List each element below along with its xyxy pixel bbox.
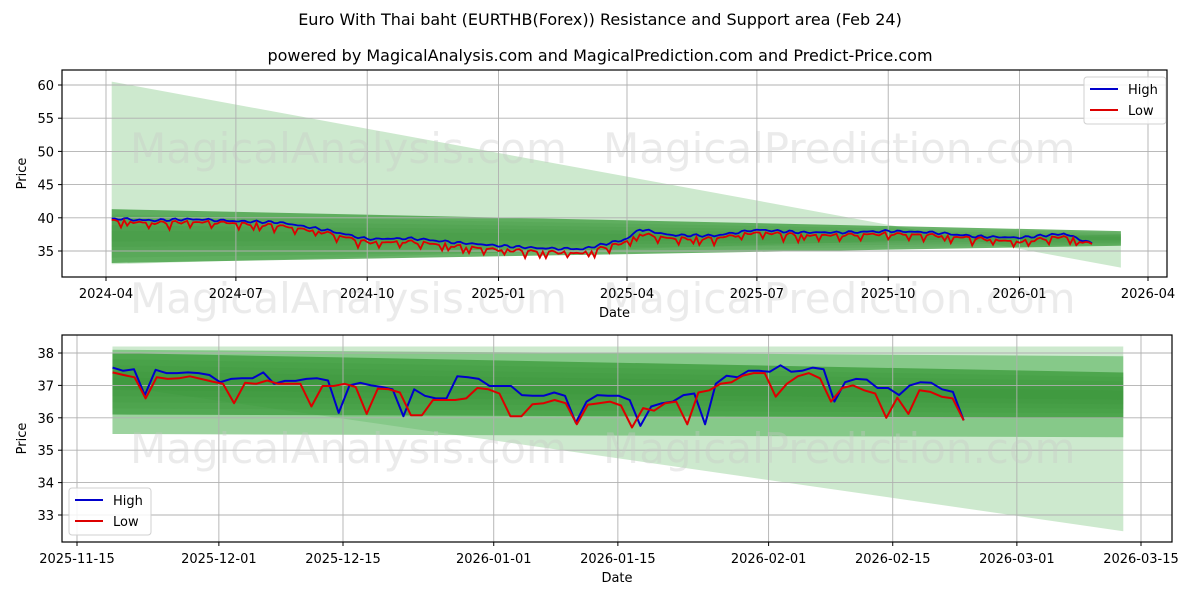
legend: High Low (1083, 76, 1167, 125)
axis-ticks: 2025-11-15 2025-12-01 2025-12-15 2026-01-01… (37, 347, 1178, 567)
x-tick-label: 2026-02-15 (855, 552, 931, 567)
x-tick-label: 2025-12-01 (181, 552, 257, 567)
chart-panel-1: MagicalAnalysis.com MagicalPrediction.com… (15, 69, 1175, 323)
band-layer (111, 225, 1121, 247)
chart-subtitle: powered by MagicalAnalysis.com and Magic… (267, 46, 933, 65)
x-tick-label: 2025-11-15 (39, 552, 115, 567)
x-tick-label: 2026-01 (992, 287, 1046, 302)
y-tick-label: 50 (37, 145, 54, 160)
y-tick-label: 34 (37, 477, 54, 492)
watermark: MagicalAnalysis.com (130, 124, 567, 173)
y-tick-label: 35 (37, 245, 54, 260)
price-lines (111, 217, 1093, 261)
legend-label-high: High (113, 494, 143, 509)
chart-title: Euro With Thai baht (EURTHB(Forex)) Resi… (298, 10, 902, 29)
grid-lines (62, 335, 1172, 542)
band-layer (111, 214, 1121, 258)
x-tick-label: 2025-10 (861, 287, 915, 302)
x-tick-label: 2026-02-01 (731, 552, 807, 567)
plot-frame (61, 334, 1173, 543)
y-tick-label: 38 (37, 347, 54, 362)
series-high (112, 364, 965, 427)
x-tick-label: 2024-10 (340, 287, 394, 302)
x-tick-label: 2026-03-01 (979, 552, 1055, 567)
x-tick-label: 2025-12-15 (305, 552, 381, 567)
watermark: MagicalAnalysis.com (130, 424, 567, 473)
watermark: MagicalPrediction.com (603, 124, 1076, 173)
x-tick-label: 2025-07 (730, 287, 784, 302)
grid-lines (62, 70, 1167, 277)
series-high (111, 217, 1093, 251)
y-axis-label: Price (15, 158, 30, 190)
watermark: MagicalPrediction.com (603, 274, 1076, 323)
band-layer (111, 219, 1121, 253)
series-low (112, 371, 965, 429)
x-tick-label: 2025-01 (471, 287, 525, 302)
y-tick-label: 40 (37, 212, 54, 227)
support-resistance-bands (111, 81, 1121, 268)
y-tick-label: 36 (37, 412, 54, 427)
x-tick-label: 2024-07 (209, 287, 263, 302)
y-tick-label: 55 (37, 112, 54, 127)
watermark: MagicalPrediction.com (603, 424, 1076, 473)
x-tick-label: 2026-01-01 (456, 552, 532, 567)
y-axis-label: Price (15, 423, 30, 455)
axis-ticks: 2024-04 2024-07 2024-10 2025-01 2025-04 2025-… (37, 79, 1175, 302)
legend-label-high: High (1128, 83, 1158, 98)
price-lines (112, 364, 965, 429)
plot-frame (61, 69, 1168, 278)
band-layer (111, 230, 1121, 242)
legend-label-low: Low (113, 515, 139, 530)
x-tick-label: 2026-03-15 (1103, 552, 1179, 567)
watermark: MagicalAnalysis.com (130, 274, 567, 323)
series-low (111, 217, 1093, 261)
y-tick-label: 37 (37, 379, 54, 394)
x-tick-label: 2026-04 (1121, 287, 1175, 302)
y-tick-label: 35 (37, 444, 54, 459)
band-support-resistance-core (111, 209, 1121, 263)
chart-panel-2: MagicalAnalysis.com MagicalPrediction.com… (15, 334, 1179, 586)
y-tick-label: 45 (37, 179, 54, 194)
y-tick-label: 33 (37, 509, 54, 524)
legend: High Low (68, 487, 152, 536)
x-tick-label: 2025-04 (600, 287, 654, 302)
y-tick-label: 60 (37, 79, 54, 94)
x-tick-label: 2024-04 (79, 287, 133, 302)
legend-label-low: Low (1128, 104, 1154, 119)
x-axis-label: Date (601, 571, 632, 586)
x-tick-label: 2026-01-15 (580, 552, 656, 567)
x-axis-label: Date (599, 306, 630, 321)
